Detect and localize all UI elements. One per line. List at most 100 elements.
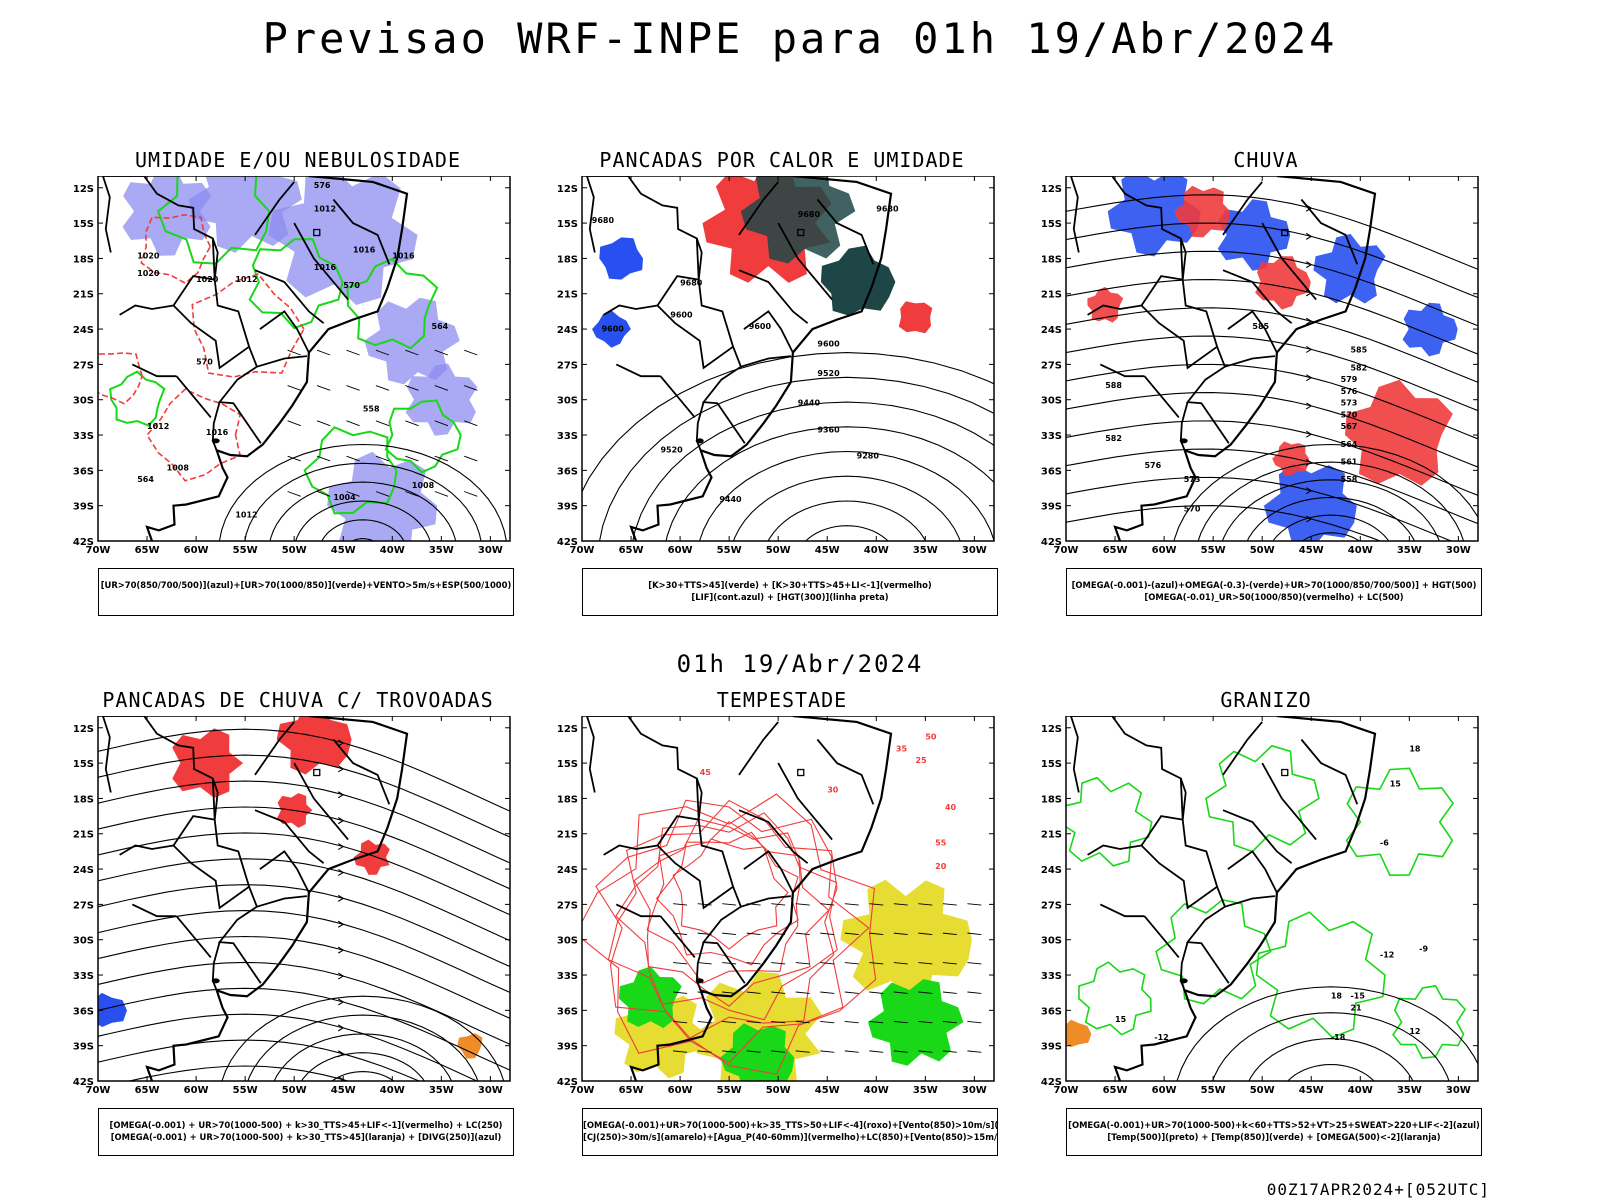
map-umidade: 1012 1012 1016 1016 1016 1020 1020 1020 1016 1012… xyxy=(73,176,511,556)
legend-box: [K>30+TTS>45](verde) + [K>30+TTS>45+LI<-… xyxy=(582,568,998,616)
mid-title: 01h 19/Abr/2024 xyxy=(676,650,924,678)
wind-vector xyxy=(844,1020,859,1024)
streamline-arrow xyxy=(337,972,345,980)
lat-label: 39S xyxy=(73,502,94,513)
lat-label: 33S xyxy=(1041,431,1062,442)
contour-label: 1004 xyxy=(333,493,356,502)
border-line xyxy=(1227,310,1278,354)
border-line xyxy=(816,738,875,805)
lat-label: 24S xyxy=(73,325,94,336)
lat-label: 12S xyxy=(1041,724,1062,735)
contour-label: 9600 xyxy=(602,324,625,333)
wind-vector xyxy=(722,1020,737,1024)
lat-label: 27S xyxy=(1041,360,1062,371)
streamline xyxy=(98,935,510,1019)
water-contour xyxy=(646,821,801,984)
border-line xyxy=(1224,895,1275,908)
contour-label: 1012 xyxy=(235,275,257,284)
wind-vector xyxy=(405,420,419,427)
border-line xyxy=(1179,238,1187,280)
lat-label: 15S xyxy=(73,219,94,230)
legend-line-1: [OMEGA(-0.001)+UR>70(1000-500)+k<60+TTS>… xyxy=(1068,1120,1480,1130)
contour-label: 564 xyxy=(432,322,449,331)
contour-line xyxy=(331,1071,395,1081)
border-line xyxy=(254,721,295,776)
lon-label: 65W xyxy=(1103,1085,1128,1096)
streamline xyxy=(98,806,510,890)
wind-vector xyxy=(942,1020,957,1024)
wind-vector xyxy=(771,1020,786,1024)
temp850-contour xyxy=(1255,911,1386,1039)
streamline-arrow xyxy=(337,739,345,747)
border-line xyxy=(1143,375,1180,418)
contour-label: 573 xyxy=(1341,399,1358,408)
streamline xyxy=(1066,476,1453,541)
contour-line xyxy=(1272,514,1390,541)
contour-label: 9600 xyxy=(749,322,772,331)
map-layer: 9680 9680 9680 9680 9600 9600 9600 9600 9520 9520… xyxy=(582,176,994,541)
map-layer: 1012 1012 1016 1016 1016 1020 1020 1020 1016 1012… xyxy=(98,176,507,541)
lon-label: 35W xyxy=(1397,545,1422,556)
lat-label: 27S xyxy=(73,900,94,911)
wind-vector xyxy=(346,349,360,356)
lat-label: 21S xyxy=(1041,830,1062,841)
main-title: Previsao WRF-INPE para 01h 19/Abr/2024 xyxy=(262,14,1338,63)
water-contour xyxy=(582,793,877,1075)
panel-title: TEMPESTADE xyxy=(716,688,848,712)
lat-label: 30S xyxy=(73,936,94,947)
border-line xyxy=(172,275,215,307)
border-line xyxy=(656,844,734,910)
lat-label: 42S xyxy=(1041,537,1062,548)
contour-line xyxy=(1176,986,1478,1081)
lon-label: 50W xyxy=(766,545,791,556)
lon-label: 35W xyxy=(429,1085,454,1096)
omega-area xyxy=(1263,463,1357,541)
contour-label: 18 xyxy=(1409,744,1421,753)
wind-vector xyxy=(844,991,859,994)
wind-vector xyxy=(316,385,331,391)
humidity-area xyxy=(405,363,478,436)
lon-label: 55W xyxy=(233,545,258,556)
legend-line-2: [Temp(500)](preto) + [Temp(850)](verde) … xyxy=(1107,1132,1441,1142)
wind-vector xyxy=(464,349,478,356)
wind-vector xyxy=(722,932,737,935)
lon-label: 55W xyxy=(1201,1085,1226,1096)
contour-line xyxy=(1221,479,1440,541)
streamline-arrow xyxy=(337,1024,345,1032)
wind-vector xyxy=(722,1050,737,1053)
streamline-arrow xyxy=(1305,261,1313,269)
contour-line xyxy=(1248,1038,1414,1081)
border-line xyxy=(656,815,699,847)
contour-line xyxy=(321,519,405,541)
lat-label: 24S xyxy=(73,865,94,876)
wind-vector xyxy=(434,349,449,356)
border-line xyxy=(656,304,734,370)
border-line xyxy=(695,238,703,280)
legend-line-2: [CJ(250)>30m/s](amarelo)+[Agua_P(40-60mm… xyxy=(583,1132,997,1142)
contour-label: 9680 xyxy=(876,204,899,213)
contour-label: 9600 xyxy=(817,340,840,349)
contour-label: -15 xyxy=(1350,992,1365,1001)
wind-vector xyxy=(918,932,933,935)
border-line xyxy=(695,941,705,991)
panel-title: GRANIZO xyxy=(1220,688,1312,712)
legend-box: [OMEGA(-0.001) + UR>70(1000-500) + k>30_… xyxy=(98,1108,514,1156)
temp850-contour xyxy=(1155,898,1272,1005)
border-line xyxy=(175,915,212,958)
instability-area xyxy=(898,301,933,334)
contour-label: 9520 xyxy=(817,369,840,378)
lat-label: 33S xyxy=(73,431,94,442)
lon-label: 30W xyxy=(962,545,987,556)
lat-label: 12S xyxy=(73,184,94,195)
streamline xyxy=(98,1013,479,1081)
contour-label: 567 xyxy=(1341,422,1358,431)
wind-vector xyxy=(746,991,761,994)
wind-vector xyxy=(967,932,982,935)
contour-label: 564 xyxy=(137,475,154,484)
wind-vector xyxy=(375,385,390,391)
streamline xyxy=(1066,279,1478,355)
contour-line xyxy=(1173,443,1478,541)
lon-label: 70W xyxy=(1054,545,1079,556)
rain-area xyxy=(1345,379,1453,486)
omega500-area xyxy=(1066,1019,1092,1047)
